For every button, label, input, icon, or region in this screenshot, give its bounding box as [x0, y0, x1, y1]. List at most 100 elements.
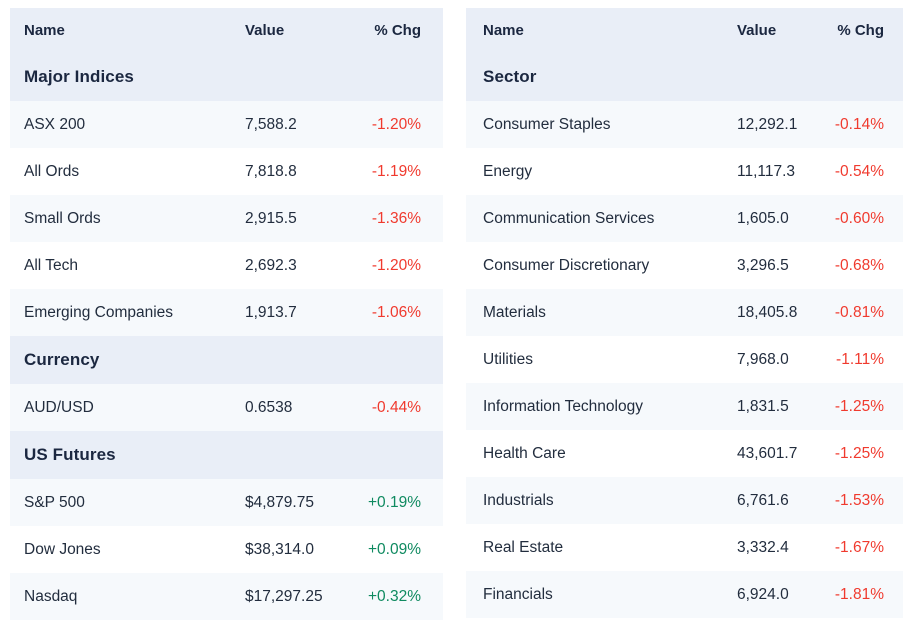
row-value: 1,913.7 — [245, 303, 297, 321]
row-name: Emerging Companies — [24, 303, 174, 321]
row-change: +0.19% — [367, 493, 421, 511]
row-change: -1.53% — [834, 491, 884, 509]
row-name: Materials — [483, 303, 546, 321]
row-value: 18,405.8 — [737, 303, 798, 321]
table-row: Consumer Staples 12,292.1 -0.14% — [466, 101, 903, 148]
row-value: 43,601.7 — [737, 444, 798, 462]
table-row: Utilities 7,968.0 -1.11% — [466, 336, 903, 383]
table-row: All Ords 7,818.8 -1.19% — [10, 148, 443, 195]
row-change: -1.19% — [371, 162, 421, 180]
row-value: $17,297.25 — [245, 587, 323, 605]
column-header-name: Name — [24, 22, 65, 39]
section-title: Sector — [483, 67, 537, 86]
row-value: 7,588.2 — [245, 115, 297, 133]
column-header-chg: % Chg — [837, 22, 884, 39]
section-rows-us-futures: S&P 500 $4,879.75 +0.19% Dow Jones $38,3… — [10, 479, 443, 620]
row-change: -1.67% — [834, 538, 884, 556]
row-name: All Tech — [24, 256, 78, 274]
row-name: Communication Services — [483, 209, 655, 227]
row-value: 3,332.4 — [737, 538, 789, 556]
section-title: Currency — [24, 350, 100, 369]
row-change: -0.81% — [834, 303, 884, 321]
section-title: US Futures — [24, 445, 116, 464]
row-name: Information Technology — [483, 397, 643, 415]
column-header-row: Name Value % Chg — [10, 8, 443, 53]
row-change: -0.14% — [834, 115, 884, 133]
table-row: Small Ords 2,915.5 -1.36% — [10, 195, 443, 242]
row-value: 2,692.3 — [245, 256, 297, 274]
row-name: Small Ords — [24, 209, 101, 227]
row-value: 11,117.3 — [737, 162, 796, 180]
row-name: Energy — [483, 162, 533, 180]
table-row: S&P 500 $4,879.75 +0.19% — [10, 479, 443, 526]
row-change: -1.25% — [834, 444, 884, 462]
sectors-table: Name Value % Chg Sector Consumer Staples… — [466, 8, 903, 618]
row-name: Nasdaq — [24, 587, 78, 605]
row-value: $38,314.0 — [245, 540, 314, 558]
section-header-major-indices: Major Indices — [10, 53, 443, 101]
column-header-value: Value — [245, 22, 285, 39]
table-row: Financials 6,924.0 -1.81% — [466, 571, 903, 618]
row-change: +0.09% — [367, 540, 421, 558]
aus-markets-table: Name Value % Chg Major Indices ASX 200 7… — [10, 8, 443, 620]
table-row: Dow Jones $38,314.0 +0.09% — [10, 526, 443, 573]
row-change: +0.32% — [367, 587, 421, 605]
column-header-name: Name — [483, 22, 524, 39]
row-name: ASX 200 — [24, 115, 86, 133]
row-name: Utilities — [483, 350, 533, 368]
row-change: -1.06% — [371, 303, 421, 321]
row-value: 3,296.5 — [737, 256, 789, 274]
section-rows-major-indices: ASX 200 7,588.2 -1.20% All Ords 7,818.8 … — [10, 101, 443, 336]
row-change: -0.68% — [834, 256, 884, 274]
row-name: AUD/USD — [24, 398, 94, 416]
row-value: $4,879.75 — [245, 493, 314, 511]
row-change: -1.36% — [371, 209, 421, 227]
row-change: -1.81% — [834, 585, 884, 603]
section-title: Major Indices — [24, 67, 134, 86]
row-value: 12,292.1 — [737, 115, 798, 133]
row-value: 2,915.5 — [245, 209, 297, 227]
row-value: 6,924.0 — [737, 585, 789, 603]
table-row: Energy 11,117.3 -0.54% — [466, 148, 903, 195]
row-value: 6,761.6 — [737, 491, 789, 509]
section-header-sector: Sector — [466, 53, 903, 101]
row-change: -1.25% — [834, 397, 884, 415]
row-name: All Ords — [24, 162, 80, 180]
row-name: S&P 500 — [24, 493, 85, 511]
table-row: Information Technology 1,831.5 -1.25% — [466, 383, 903, 430]
table-row: Health Care 43,601.7 -1.25% — [466, 430, 903, 477]
section-header-us-futures: US Futures — [10, 431, 443, 479]
section-rows-sector: Consumer Staples 12,292.1 -0.14% Energy … — [466, 101, 903, 618]
table-row: Materials 18,405.8 -0.81% — [466, 289, 903, 336]
table-row: Real Estate 3,332.4 -1.67% — [466, 524, 903, 571]
row-name: Dow Jones — [24, 540, 101, 558]
section-rows-currency: AUD/USD 0.6538 -0.44% — [10, 384, 443, 431]
table-row: Consumer Discretionary 3,296.5 -0.68% — [466, 242, 903, 289]
table-row: Nasdaq $17,297.25 +0.32% — [10, 573, 443, 620]
column-header-value: Value — [737, 22, 777, 39]
row-name: Industrials — [483, 491, 554, 509]
row-name: Financials — [483, 585, 553, 603]
column-header-chg: % Chg — [374, 22, 421, 39]
row-value: 1,831.5 — [737, 397, 789, 415]
table-row: Industrials 6,761.6 -1.53% — [466, 477, 903, 524]
row-name: Consumer Staples — [483, 115, 611, 133]
row-change: -0.60% — [834, 209, 884, 227]
section-header-currency: Currency — [10, 336, 443, 384]
row-change: -1.11% — [836, 350, 884, 368]
row-name: Consumer Discretionary — [483, 256, 650, 274]
row-value: 7,968.0 — [737, 350, 789, 368]
table-row: AUD/USD 0.6538 -0.44% — [10, 384, 443, 431]
row-value: 1,605.0 — [737, 209, 789, 227]
table-row: Communication Services 1,605.0 -0.60% — [466, 195, 903, 242]
column-header-row: Name Value % Chg — [466, 8, 903, 53]
table-row: ASX 200 7,588.2 -1.20% — [10, 101, 443, 148]
table-row: All Tech 2,692.3 -1.20% — [10, 242, 443, 289]
row-name: Health Care — [483, 444, 566, 462]
row-change: -1.20% — [371, 256, 421, 274]
row-value: 7,818.8 — [245, 162, 297, 180]
row-value: 0.6538 — [245, 398, 293, 416]
row-name: Real Estate — [483, 538, 564, 556]
table-row: Emerging Companies 1,913.7 -1.06% — [10, 289, 443, 336]
